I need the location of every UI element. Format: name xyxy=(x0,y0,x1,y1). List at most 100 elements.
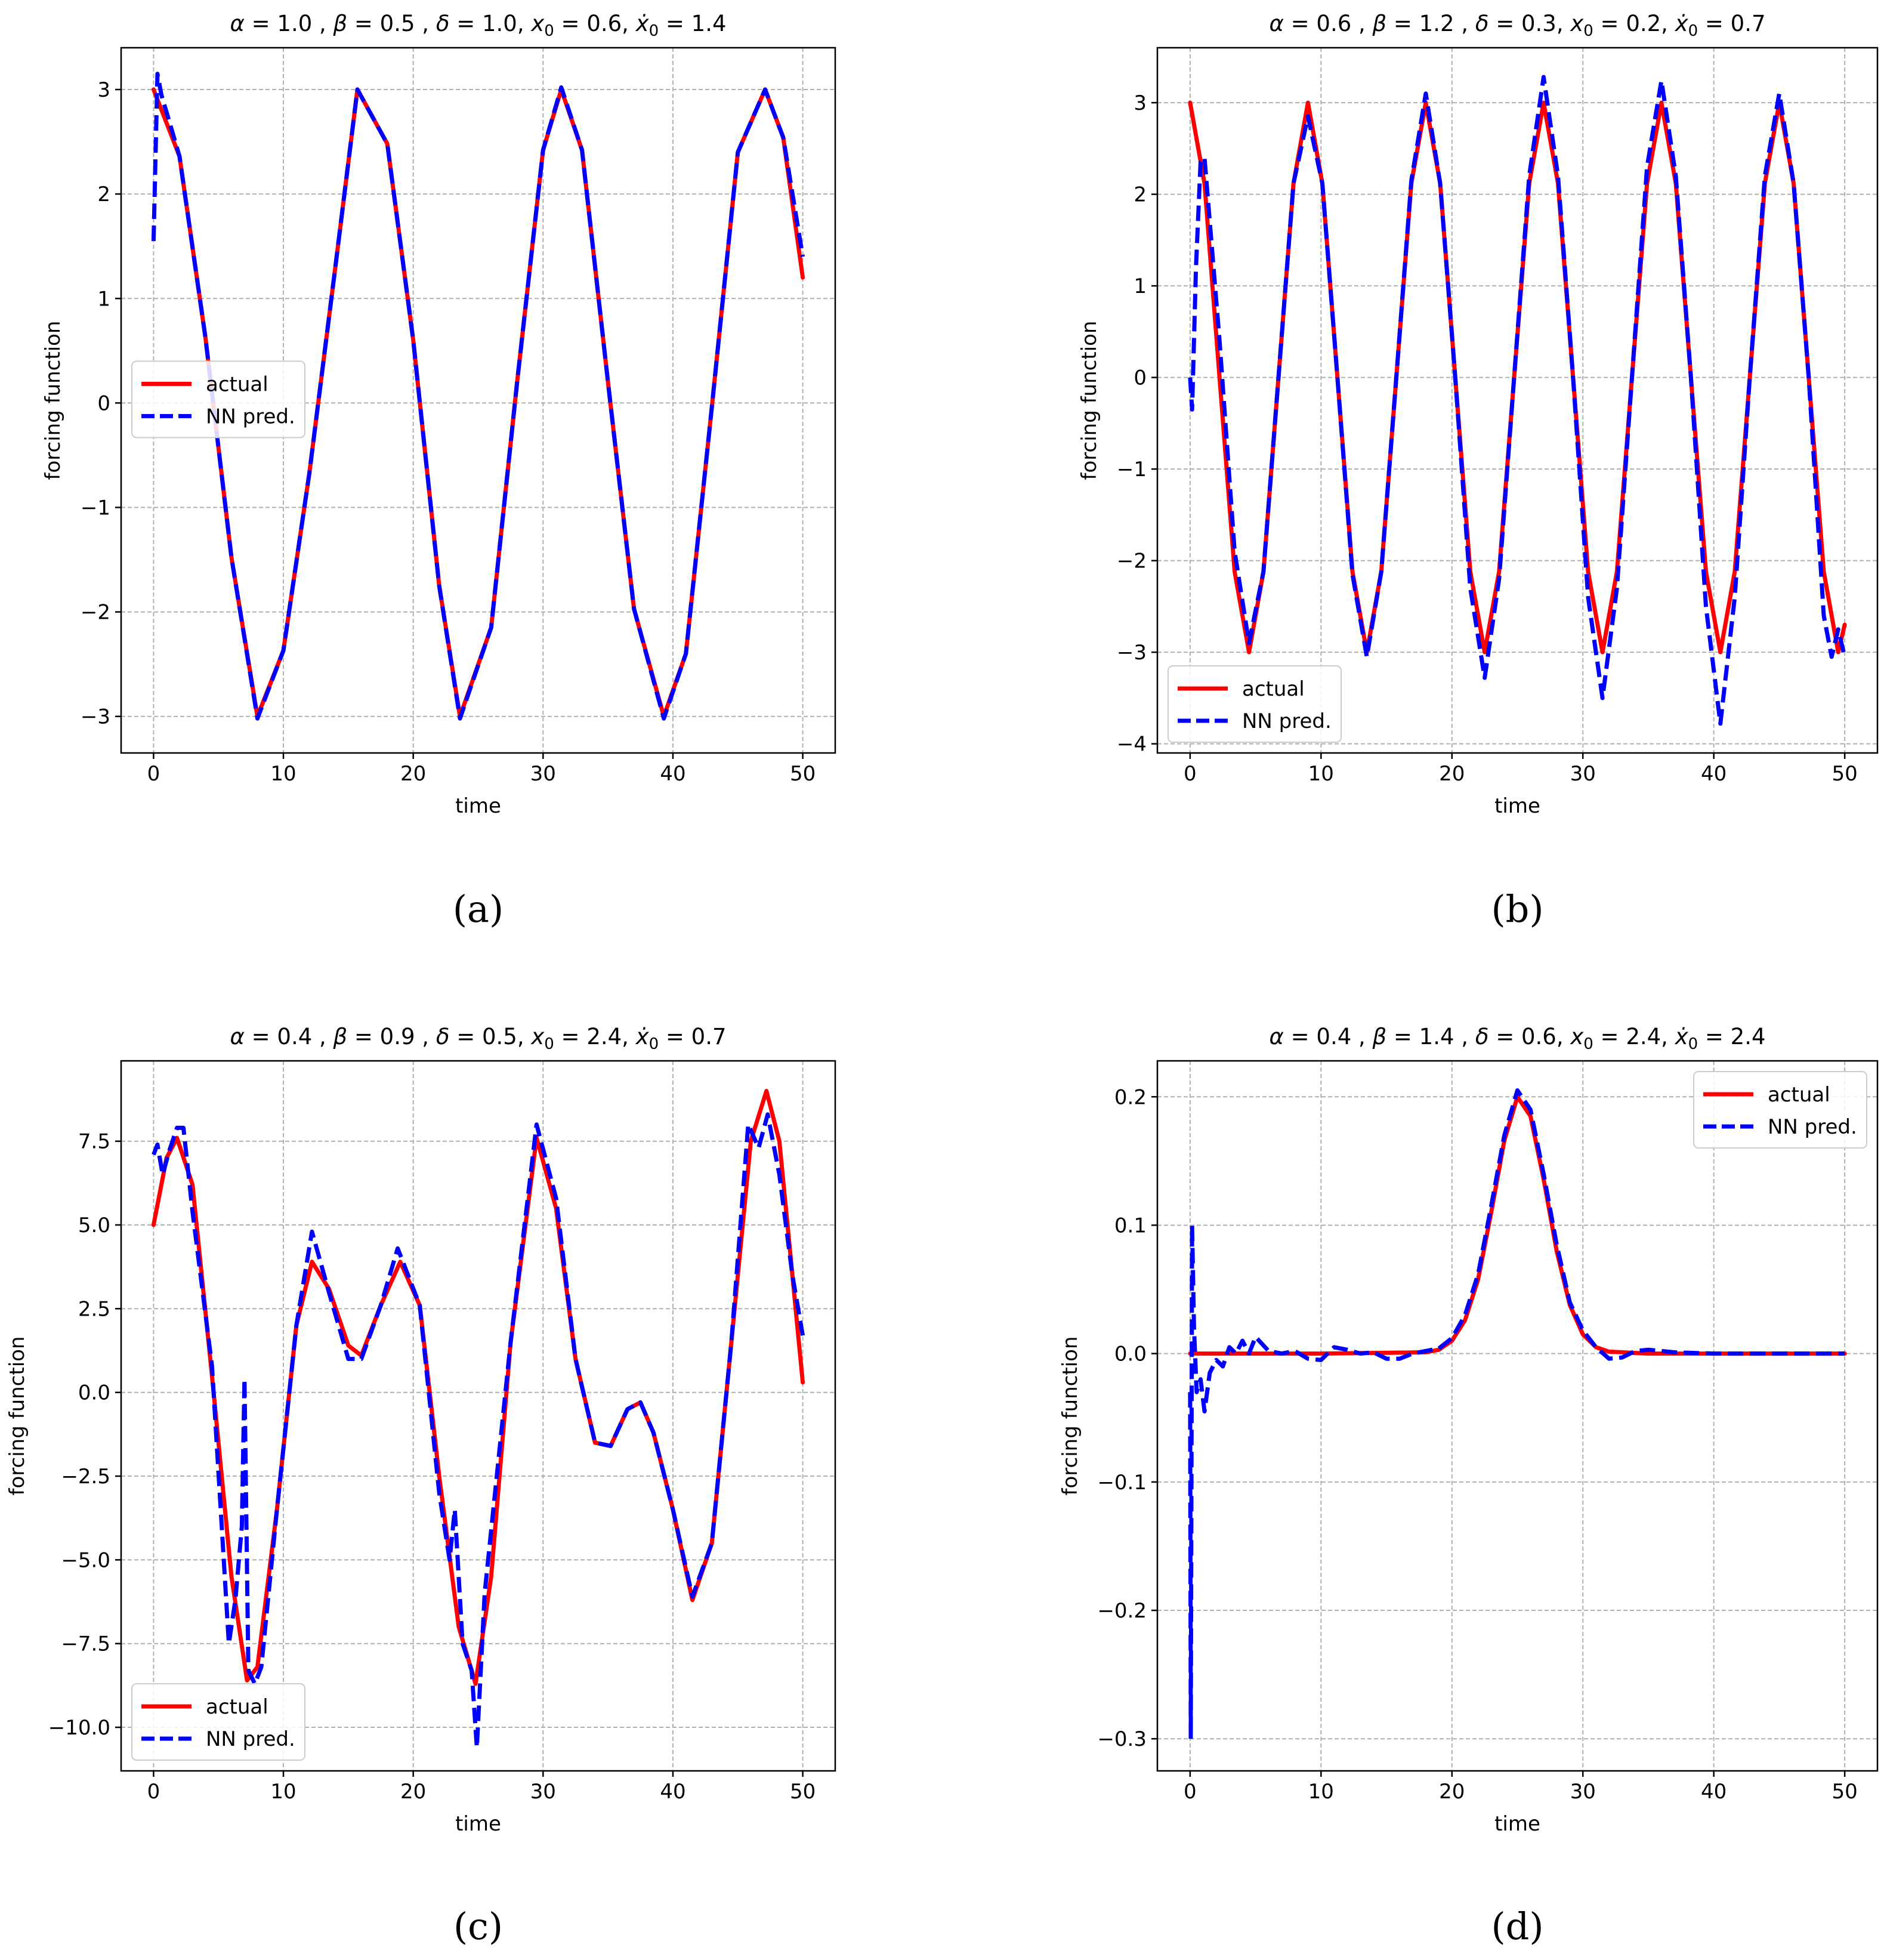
x-tick-label: 0 xyxy=(1184,762,1197,786)
grid xyxy=(121,48,835,753)
y-tick-label: 5.0 xyxy=(78,1214,110,1237)
x-tick-label: 50 xyxy=(790,1780,816,1804)
legend-label: NN pred. xyxy=(206,1727,295,1751)
x-tick-label: 30 xyxy=(530,762,556,786)
x-tick-label: 10 xyxy=(1308,1780,1334,1804)
y-tick-label: 1 xyxy=(1134,274,1147,298)
chart-panel-d: 0 10 20 30 40 50 −0.3 −0.2 −0.1 0.0 0.1 0.2 time forc… xyxy=(1058,1024,1879,1948)
axes-frame xyxy=(1156,1060,1879,1772)
legend-box xyxy=(131,1683,305,1761)
y-axis-label: forcing function xyxy=(1077,321,1101,480)
y-tick-label: −4 xyxy=(1117,733,1147,757)
chart-title: α = 0.4 , β = 0.9 , δ = 0.5, x0 = 2.4, ẋ… xyxy=(230,1024,726,1053)
legend-box xyxy=(131,360,305,439)
x-tick-label: 0 xyxy=(147,1780,160,1804)
legend-box xyxy=(1693,1071,1867,1149)
axes-frame xyxy=(120,47,836,754)
y-tick-label: 0.0 xyxy=(1114,1342,1147,1366)
chart-title: α = 1.0 , β = 0.5 , δ = 1.0, x0 = 0.6, ẋ… xyxy=(230,11,726,40)
y-tick-label: −10.0 xyxy=(48,1716,110,1740)
x-tick-label: 40 xyxy=(1701,762,1727,786)
panel-caption: (b) xyxy=(1491,887,1543,931)
series-group xyxy=(1188,1088,1847,1741)
y-tick-label: −5.0 xyxy=(61,1548,110,1572)
x-tick-label: 30 xyxy=(530,1780,556,1804)
grid xyxy=(1157,1061,1877,1771)
x-tick-label: 10 xyxy=(1308,762,1334,786)
y-tick-label: −1 xyxy=(81,496,110,520)
y-tick-label: 2.5 xyxy=(78,1297,110,1321)
legend: actual NN pred. xyxy=(1168,665,1342,743)
axes-frame xyxy=(120,1060,836,1772)
x-tick-label: 40 xyxy=(660,1780,685,1804)
panel-caption: (c) xyxy=(453,1905,503,1948)
x-axis-label: time xyxy=(1494,1812,1540,1836)
x-axis-label: time xyxy=(455,794,501,818)
series-line-nn-pred xyxy=(152,1112,805,1750)
legend: actual NN pred. xyxy=(131,1683,305,1761)
y-axis-label: forcing function xyxy=(5,1336,29,1496)
legend: actual NN pred. xyxy=(1693,1071,1867,1149)
y-tick-label: −2.5 xyxy=(61,1465,110,1489)
y-tick-label: −3 xyxy=(81,705,110,729)
y-tick-label: 0 xyxy=(97,391,110,415)
y-tick-label: −0.3 xyxy=(1097,1727,1147,1751)
x-tick-label: 50 xyxy=(1832,762,1858,786)
legend-label: NN pred. xyxy=(1242,709,1332,733)
legend-label: actual xyxy=(1768,1083,1830,1107)
x-tick-label: 50 xyxy=(1832,1780,1858,1804)
chart-panel-a: 0 10 20 30 40 50 −3 −2 −1 0 1 2 3 time forcing functio… xyxy=(41,11,836,931)
x-tick-label: 10 xyxy=(270,762,296,786)
x-tick-label: 20 xyxy=(1439,762,1465,786)
x-tick-label: 0 xyxy=(147,762,160,786)
panel-caption: (a) xyxy=(453,887,504,931)
series-line-nn-pred xyxy=(1188,1088,1845,1741)
y-tick-label: 1 xyxy=(97,287,110,311)
series-group xyxy=(151,1089,805,1750)
panel-caption: (d) xyxy=(1491,1905,1543,1948)
series-line-actual xyxy=(151,1089,805,1686)
x-tick-label: 20 xyxy=(400,1780,426,1804)
legend-label: actual xyxy=(1242,677,1305,701)
y-tick-label: 0 xyxy=(1134,366,1147,390)
y-tick-label: 7.5 xyxy=(78,1130,110,1154)
axes-frame xyxy=(1156,47,1879,754)
series-line-nn-pred xyxy=(1188,75,1847,726)
series-line-nn-pred xyxy=(151,72,805,721)
y-tick-label: −7.5 xyxy=(61,1632,110,1656)
x-tick-label: 0 xyxy=(1184,1780,1197,1804)
x-tick-label: 10 xyxy=(270,1780,296,1804)
grid xyxy=(1157,48,1877,753)
x-tick-label: 40 xyxy=(1701,1780,1727,1804)
y-axis-label: forcing function xyxy=(41,321,65,480)
x-axis-label: time xyxy=(455,1812,501,1836)
legend-label: actual xyxy=(206,372,268,396)
x-tick-label: 30 xyxy=(1570,762,1596,786)
legend-label: NN pred. xyxy=(206,405,295,428)
x-tick-label: 30 xyxy=(1570,1780,1596,1804)
y-tick-label: 2 xyxy=(1134,183,1147,207)
y-tick-label: −1 xyxy=(1117,458,1147,481)
y-tick-label: −3 xyxy=(1117,641,1147,665)
legend: actual NN pred. xyxy=(131,360,305,439)
chart-panel-c: 0 10 20 30 40 50 −10.0 −7.5 −5.0 −2.5 0.0 2.5 5.0 7.5… xyxy=(5,1024,836,1948)
chart-title: α = 0.6 , β = 1.2 , δ = 0.3, x0 = 0.2, ẋ… xyxy=(1269,11,1765,40)
y-tick-label: 2 xyxy=(97,183,110,206)
y-tick-label: 3 xyxy=(97,78,110,102)
chart-title: α = 0.4 , β = 1.4 , δ = 0.6, x0 = 2.4, ẋ… xyxy=(1269,1024,1765,1053)
legend-box xyxy=(1168,665,1342,743)
y-tick-label: −2 xyxy=(81,601,110,625)
y-tick-label: 3 xyxy=(1134,91,1147,115)
y-tick-label: 0.1 xyxy=(1114,1214,1147,1237)
x-axis-label: time xyxy=(1494,794,1540,818)
y-tick-label: −0.1 xyxy=(1097,1471,1147,1495)
legend-label: NN pred. xyxy=(1768,1115,1857,1139)
chart-panel-b: 0 10 20 30 40 50 −4 −3 −2 −1 0 1 2 3 time forcing funct… xyxy=(1077,11,1879,931)
series-group xyxy=(1188,75,1847,726)
y-tick-label: −0.2 xyxy=(1097,1599,1147,1623)
x-tick-label: 20 xyxy=(1439,1780,1465,1804)
series-group xyxy=(151,72,805,721)
y-tick-label: 0.0 xyxy=(78,1381,110,1405)
y-axis-label: forcing function xyxy=(1058,1336,1082,1496)
